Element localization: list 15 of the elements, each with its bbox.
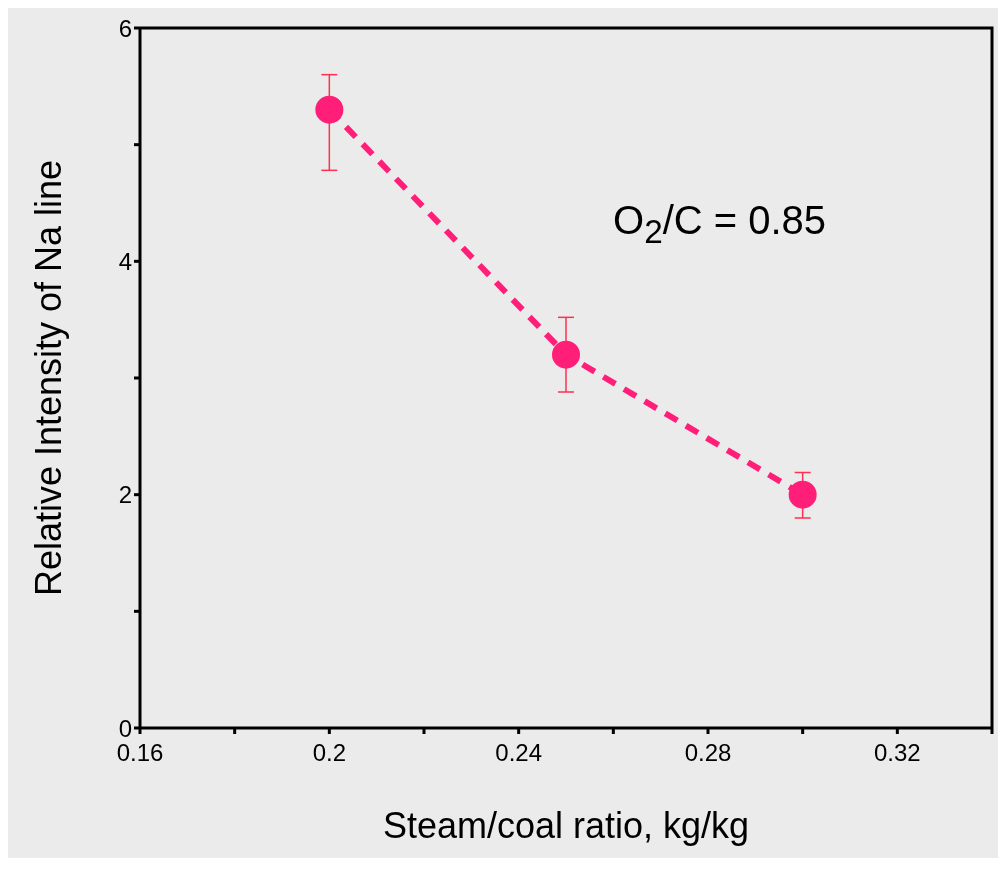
x-tick-label: 0.16 xyxy=(116,739,164,767)
x-tick-label: 0.24 xyxy=(495,739,543,767)
y-tick-label: 2 xyxy=(118,481,132,509)
point xyxy=(315,95,344,124)
y-tick-label: 4 xyxy=(118,247,132,275)
x-tick-label: 0.2 xyxy=(312,739,347,767)
x-axis-title: Steam/coal ratio, kg/kg xyxy=(382,805,750,846)
point xyxy=(552,340,580,369)
x-tick-label: 0.28 xyxy=(684,739,732,767)
x-tick-label: 0.32 xyxy=(873,739,921,767)
y-tick-label: 0 xyxy=(118,714,132,742)
annotation: O$_{2}$/C = 0.85 xyxy=(613,198,827,251)
y-axis-title: Relative Intensity of Na line xyxy=(27,159,69,597)
point xyxy=(788,480,817,509)
y-tick-label: 6 xyxy=(118,14,132,42)
